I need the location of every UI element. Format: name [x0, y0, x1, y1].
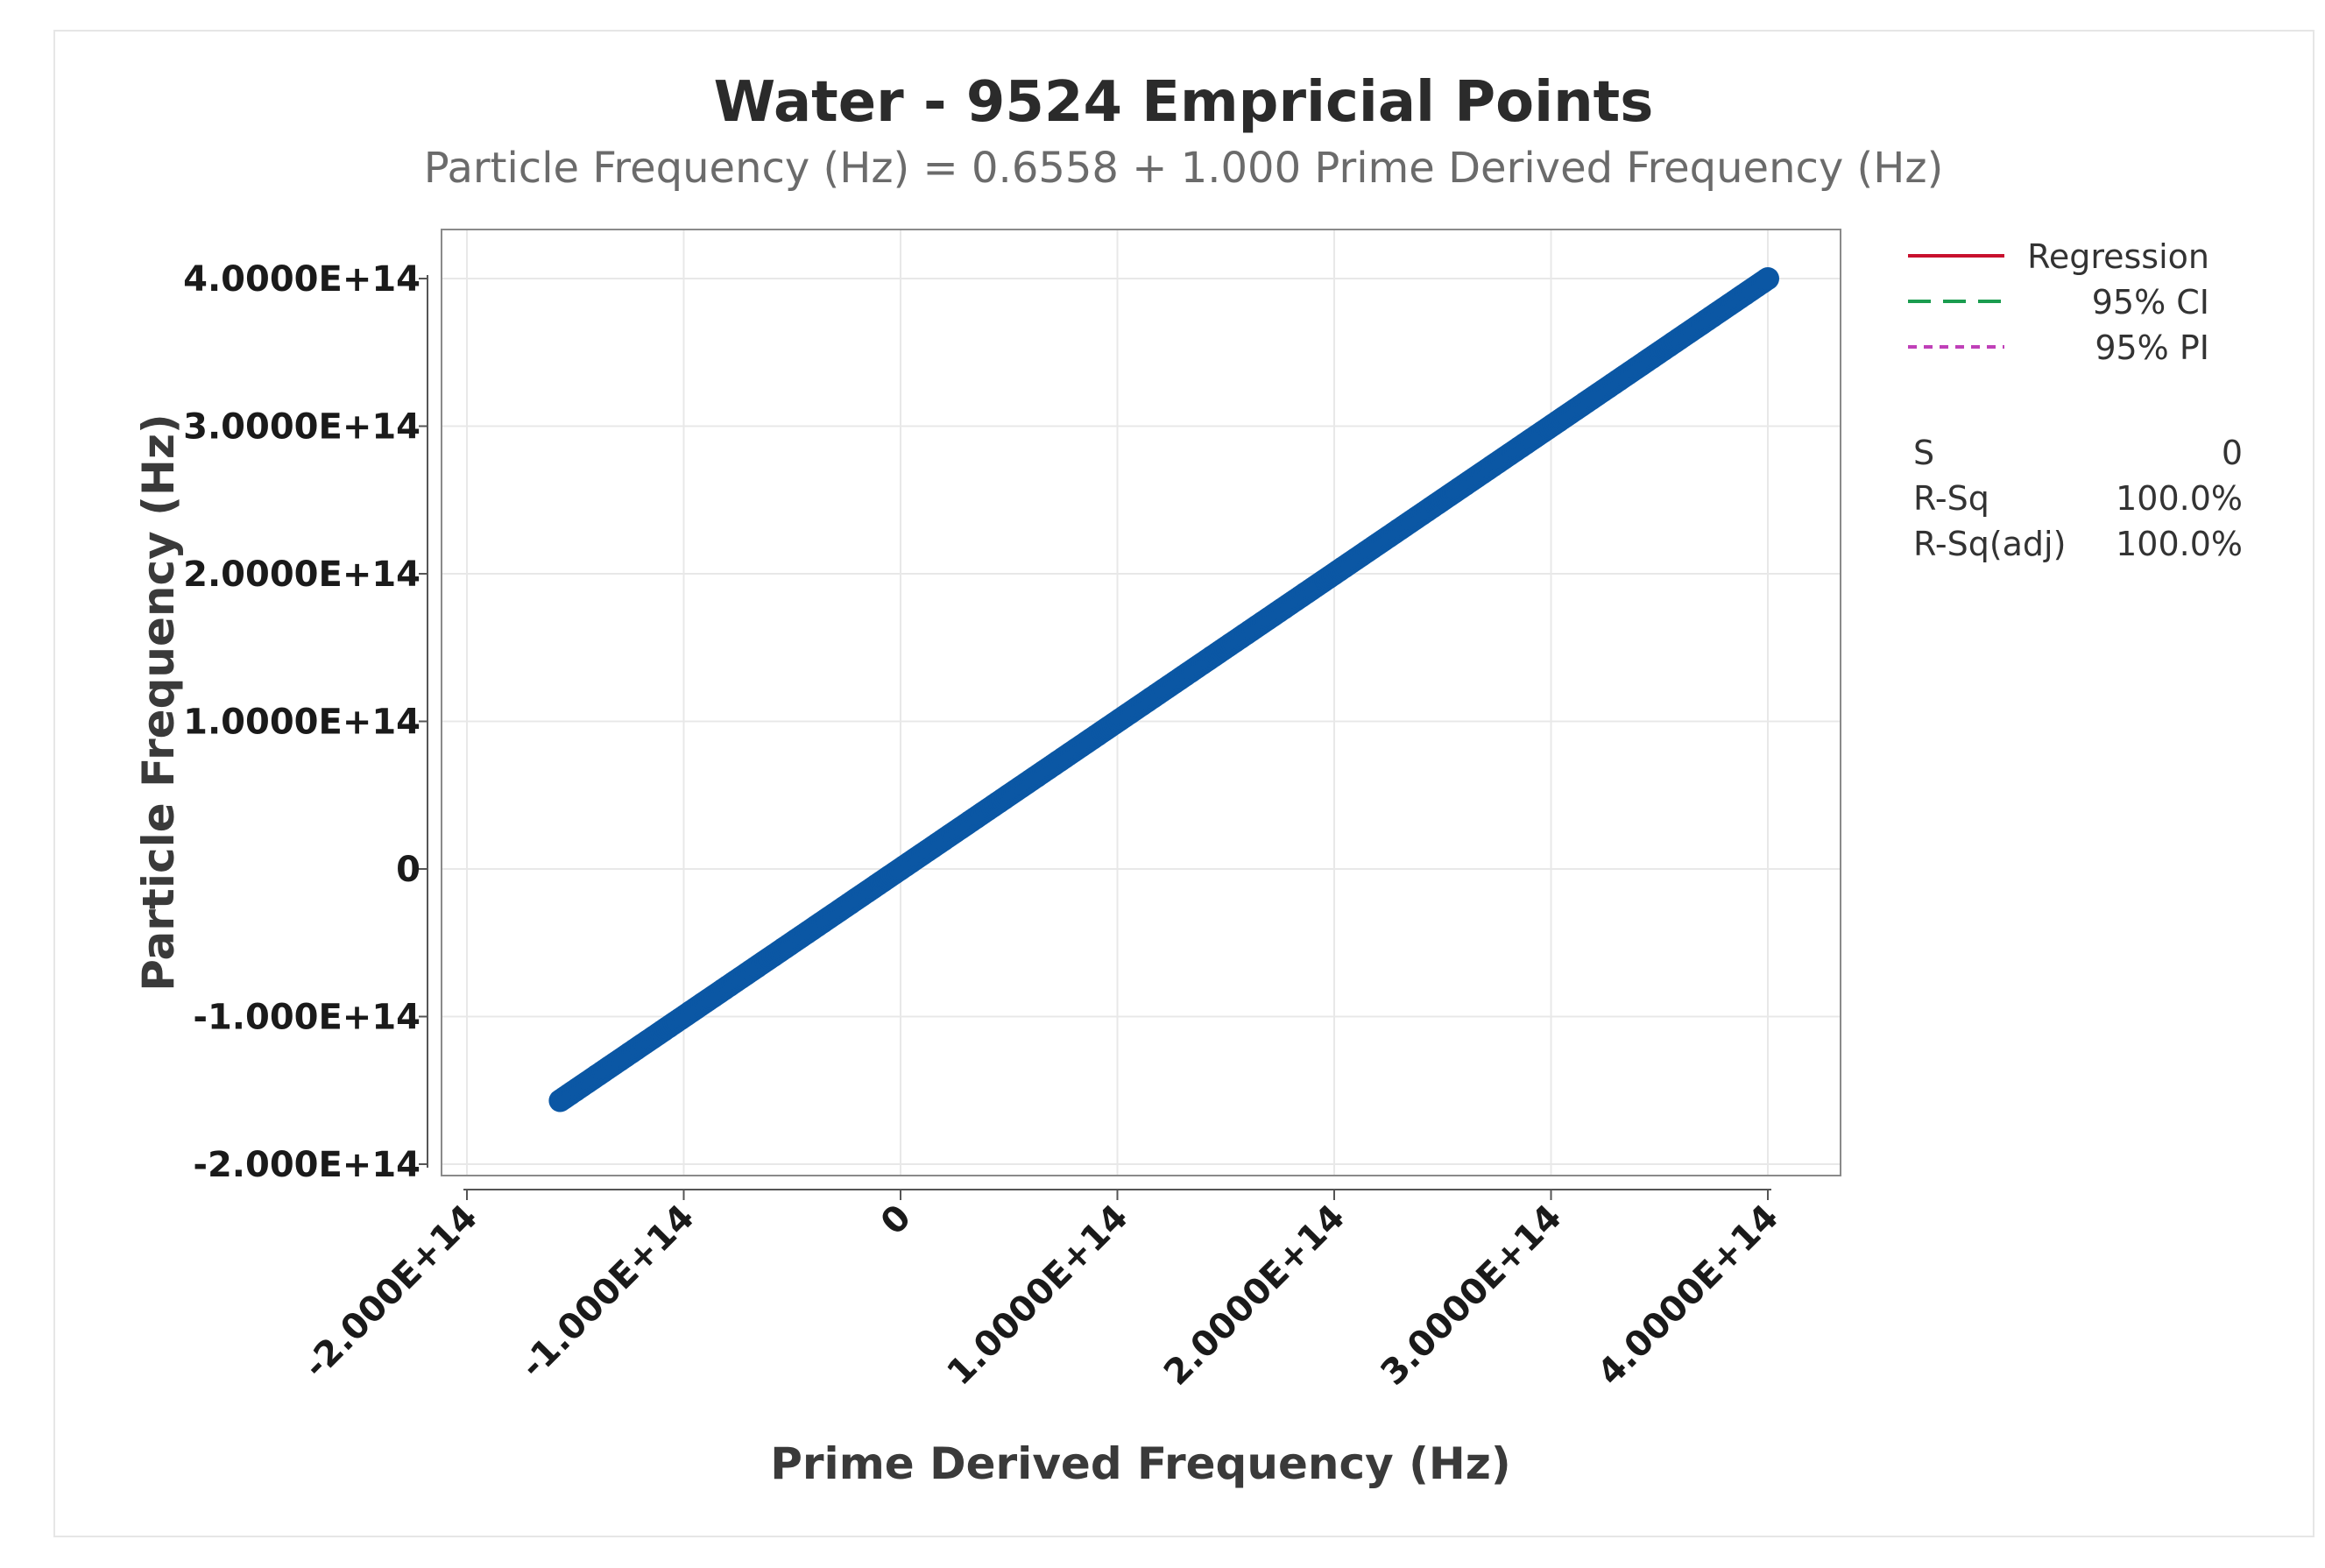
- chart-title: Water - 9524 Empricial Points: [714, 70, 1654, 135]
- x-tick-label: -1.000E+14: [512, 1197, 702, 1387]
- y-tick-label: 0: [396, 850, 420, 890]
- x-tick-label: 2.0000E+14: [1156, 1197, 1353, 1394]
- regression-stats: S 0 R-Sq 100.0% R-Sq(adj) 100.0%: [1913, 434, 2243, 563]
- plot-area-frame: [441, 229, 1841, 1176]
- legend: Regression 95% CI 95% PI: [1908, 237, 2209, 367]
- y-axis-label: Particle Frequency (Hz): [133, 413, 184, 992]
- stat-value: 100.0%: [2116, 525, 2243, 563]
- stat-label: S: [1913, 434, 1934, 472]
- stat-value: 0: [2222, 434, 2243, 472]
- legend-label: Regression: [2027, 237, 2209, 276]
- data-points: [548, 267, 1779, 1112]
- legend-label: 95% PI: [2095, 328, 2209, 367]
- x-tick-label: 0: [873, 1197, 919, 1243]
- chart-subtitle: Particle Frequency (Hz) = 0.6558 + 1.000…: [424, 144, 1944, 193]
- x-tick-label: 1.0000E+14: [940, 1197, 1136, 1394]
- y-tick-label: 4.0000E+14: [183, 259, 420, 300]
- x-tick-label: 4.0000E+14: [1590, 1197, 1786, 1394]
- x-axis-label: Prime Derived Frequency (Hz): [770, 1438, 1510, 1489]
- data-point: [1756, 267, 1779, 290]
- stat-label: R-Sq: [1913, 479, 1989, 518]
- x-tick-label: 3.0000E+14: [1374, 1197, 1570, 1394]
- y-tick-label: -2.000E+14: [193, 1145, 420, 1185]
- chart-frame: [53, 30, 2314, 1537]
- legend-label: 95% CI: [2092, 283, 2209, 321]
- x-tick-label: -2.000E+14: [296, 1197, 485, 1387]
- y-tick-label: 2.0000E+14: [183, 554, 420, 595]
- stat-label: R-Sq(adj): [1913, 525, 2066, 563]
- y-tick-label: -1.000E+14: [193, 998, 420, 1038]
- stat-value: 100.0%: [2116, 479, 2243, 518]
- y-tick-label: 1.0000E+14: [183, 703, 420, 743]
- y-tick-label: 3.0000E+14: [183, 407, 420, 448]
